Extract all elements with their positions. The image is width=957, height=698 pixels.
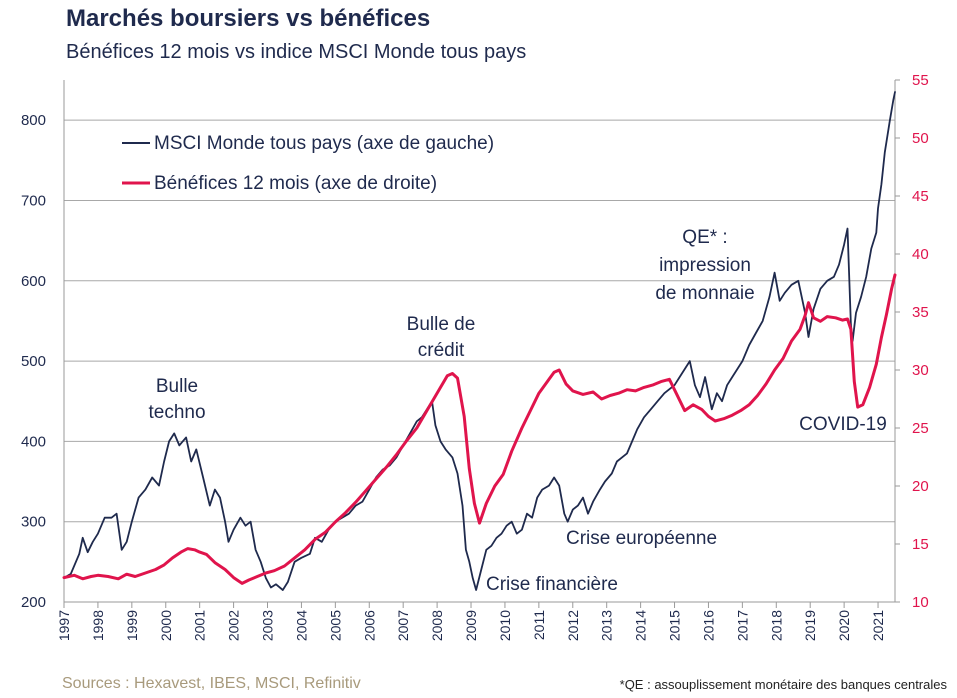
x-tick-label: 2012 (565, 610, 581, 641)
sources-note: Sources : Hexavest, IBES, MSCI, Refiniti… (62, 675, 361, 692)
y-left-tick-label: 400 (21, 433, 46, 450)
chart-subtitle: Bénéfices 12 mois vs indice MSCI Monde t… (66, 41, 527, 63)
annotation-covid: COVID-19 (799, 414, 887, 435)
x-tick-label: 2006 (361, 610, 377, 641)
x-tick-label: 2016 (700, 610, 716, 641)
annotation-qe-line3: de monnaie (655, 283, 754, 304)
annotation-bulle-credit-line1: Bulle de (407, 314, 476, 335)
y-right-tick-label: 55 (912, 72, 929, 89)
legend-label-earnings: Bénéfices 12 mois (axe de droite) (154, 173, 437, 194)
x-tick-label: 2003 (260, 610, 276, 641)
annotation-crise-financiere: Crise financière (486, 574, 618, 595)
series-lines (62, 91, 897, 591)
x-tick-label: 2005 (327, 610, 343, 641)
annotation-bulle-techno-line1: Bulle (156, 376, 198, 397)
x-tick-label: 2019 (802, 610, 818, 641)
y-left-tick-label: 300 (21, 514, 46, 531)
x-tick-label: 2002 (226, 610, 242, 641)
x-tick-label: 2000 (158, 610, 174, 641)
annotation-bulle-techno-line2: techno (148, 402, 205, 423)
y-right-tick-label: 35 (912, 304, 929, 321)
annotation-crise-europeenne: Crise européenne (566, 528, 717, 549)
x-tick-label: 2007 (395, 610, 411, 641)
x-tick-label: 2013 (599, 610, 615, 641)
x-tick-label: 2020 (836, 610, 852, 641)
y-left-tick-label: 500 (21, 353, 46, 370)
x-tick-label: 2018 (768, 610, 784, 641)
x-tick-label: 2009 (463, 610, 479, 641)
y-right-tick-label: 25 (912, 420, 929, 437)
msci-line (63, 91, 896, 591)
annotations: Bulle techno Bulle de crédit QE* : impre… (148, 227, 886, 595)
y-right-tick-label: 20 (912, 478, 929, 495)
x-tick-label: 2008 (429, 610, 445, 641)
y-right-tick-label: 45 (912, 188, 929, 205)
y-left-tick-label: 700 (21, 192, 46, 209)
annotation-qe-line2: impression (659, 255, 751, 276)
earnings-line (62, 273, 897, 585)
y-left-tick-label: 800 (21, 112, 46, 129)
x-tick-label: 2014 (633, 610, 649, 641)
y-right-tick-label: 30 (912, 362, 929, 379)
legend: MSCI Monde tous pays (axe de gauche) Bén… (122, 133, 494, 194)
x-tick-label: 2004 (293, 610, 309, 641)
axes: 200 300 400 500 600 700 800 10 15 20 25 30 35 40 45 50 5… (21, 72, 929, 641)
x-tick-label: 2017 (734, 610, 750, 641)
y-right-tick-label: 40 (912, 246, 929, 263)
chart-title: Marchés boursiers vs bénéfices (66, 5, 431, 32)
y-right-tick-label: 50 (912, 130, 929, 147)
y-right-tick-label: 15 (912, 536, 929, 553)
x-tick-label: 2021 (870, 610, 886, 641)
x-tick-label: 2001 (192, 610, 208, 641)
annotation-qe-line1: QE* : (682, 227, 727, 248)
annotation-bulle-credit-line2: crédit (418, 340, 465, 361)
y-left-tick-label: 200 (21, 594, 46, 611)
x-tick-label: 1999 (124, 610, 140, 641)
y-left-tick-label: 600 (21, 273, 46, 290)
x-tick-label: 2011 (531, 610, 547, 640)
x-tick-label: 1998 (90, 610, 106, 641)
footnote: *QE : assouplissement monétaire des banq… (619, 677, 947, 692)
x-tick-label: 2015 (667, 610, 683, 641)
x-tick-label: 2010 (497, 610, 513, 641)
x-tick-label: 1997 (56, 610, 72, 641)
legend-label-msci: MSCI Monde tous pays (axe de gauche) (154, 133, 494, 154)
y-right-tick-label: 10 (912, 594, 929, 611)
